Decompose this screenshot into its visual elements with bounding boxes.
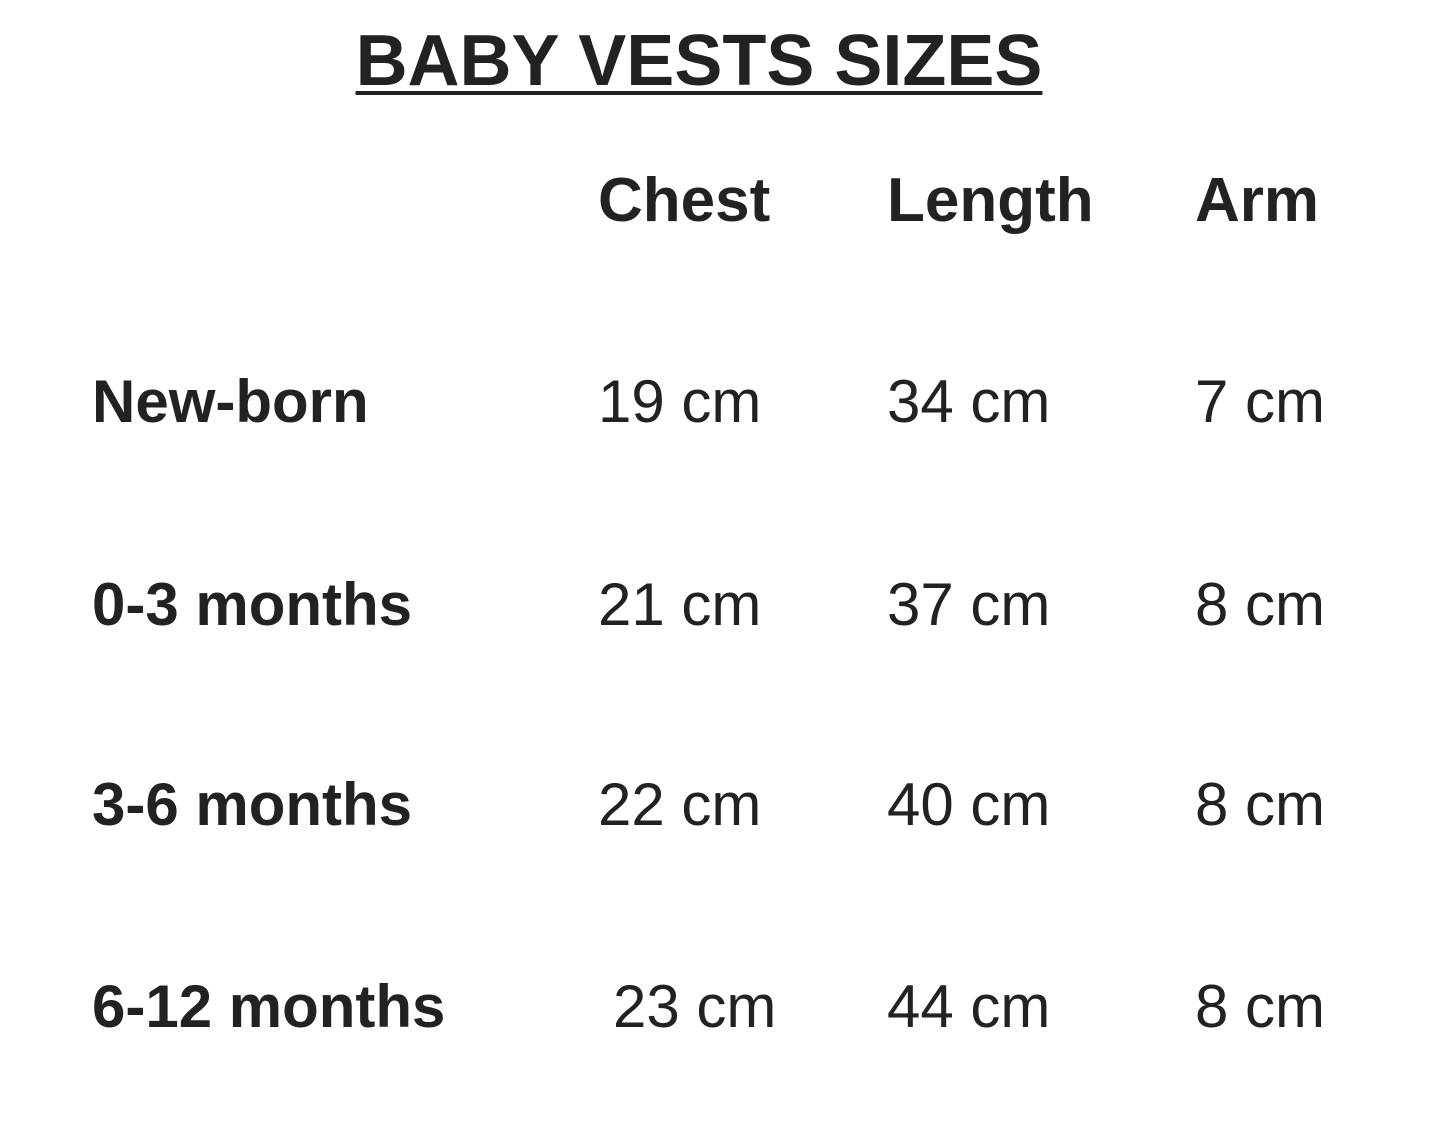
column-header-length: Length <box>887 166 1094 235</box>
row-label: New-born <box>92 368 369 435</box>
row-label: 0-3 months <box>92 571 413 638</box>
arm-value: 8 cm <box>1195 973 1326 1040</box>
arm-value: 8 cm <box>1195 571 1326 638</box>
length-value: 44 cm <box>887 973 1051 1040</box>
column-header-arm: Arm <box>1195 166 1320 235</box>
length-value: 37 cm <box>887 571 1051 638</box>
chest-value: 23 cm <box>613 973 777 1040</box>
row-label: 3-6 months <box>92 771 413 838</box>
arm-value: 8 cm <box>1195 771 1326 838</box>
column-header-chest: Chest <box>598 166 771 235</box>
chest-value: 19 cm <box>598 368 762 435</box>
length-value: 40 cm <box>887 771 1051 838</box>
row-label: 6-12 months <box>92 973 446 1040</box>
page-title: BABY VESTS SIZES <box>355 21 1043 101</box>
arm-value: 7 cm <box>1195 368 1326 435</box>
chest-value: 22 cm <box>598 771 762 838</box>
length-value: 34 cm <box>887 368 1051 435</box>
chest-value: 21 cm <box>598 571 762 638</box>
